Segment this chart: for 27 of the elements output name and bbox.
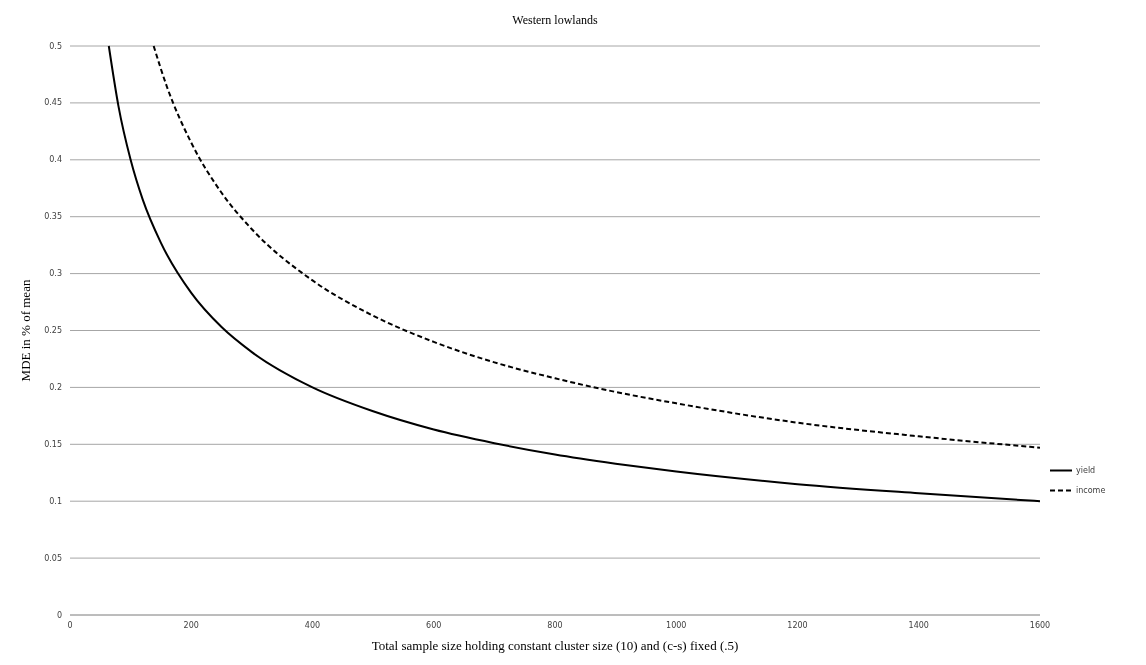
x-tick-label: 0: [67, 621, 73, 630]
legend-label: income: [1076, 486, 1106, 496]
legend-label: yield: [1076, 466, 1096, 476]
x-tick-label: 400: [304, 621, 321, 630]
y-tick-label: 0.15: [44, 439, 62, 449]
line-series: [152, 45, 1041, 449]
chart-title: Western lowlands: [512, 13, 598, 27]
y-tick-label: 0: [56, 610, 62, 620]
y-tick-label: 0.4: [49, 155, 62, 165]
x-tick-label: 1000: [666, 621, 687, 630]
x-tick-label: 600: [426, 621, 442, 630]
x-tick-label: 1200: [787, 621, 808, 630]
x-tick-label: 1400: [908, 621, 929, 630]
x-tick-label: 1600: [1029, 621, 1051, 630]
y-tick-label: 0.3: [49, 269, 62, 279]
y-axis-title: MDE in % of mean: [18, 279, 33, 382]
y-tick-label: 0.35: [44, 212, 62, 222]
y-tick-label: 0.5: [49, 41, 62, 51]
x-axis-title: Total sample size holding constant cluster size (10) and (c-s) fixed (.5): [371, 638, 739, 653]
y-tick-label: 0.25: [44, 326, 62, 336]
y-tick-label: 0.1: [49, 496, 62, 506]
x-tick-label: 200: [183, 621, 199, 630]
line-series: [107, 45, 1041, 503]
y-tick-label: 0.45: [44, 98, 62, 108]
y-tick-label: 0.2: [49, 382, 62, 392]
y-tick-label: 0.05: [44, 553, 62, 563]
x-tick-label: 800: [547, 621, 563, 630]
